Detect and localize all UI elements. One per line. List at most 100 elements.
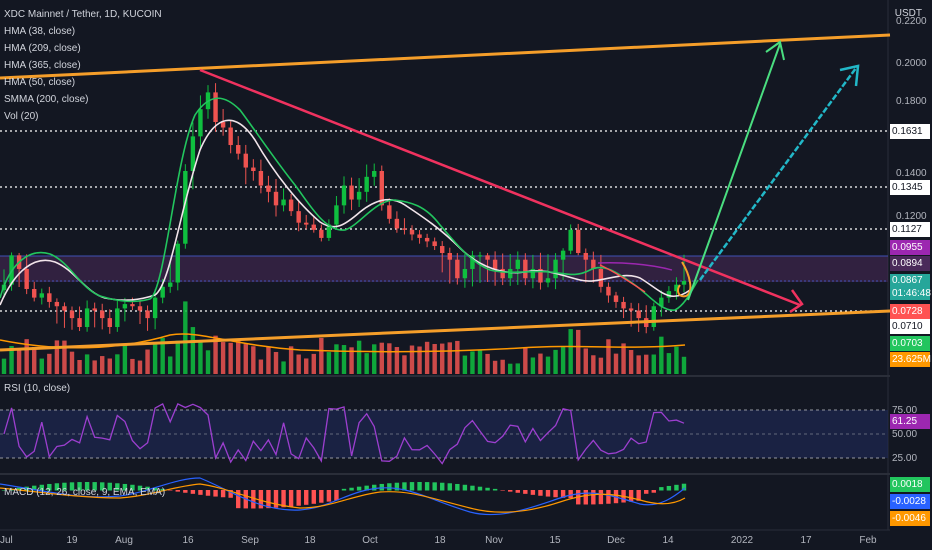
macd-bar <box>145 486 150 491</box>
volume-bar <box>651 354 656 374</box>
currency-label[interactable]: USDT <box>894 8 922 19</box>
macd-bar <box>62 482 67 491</box>
volume-bar <box>296 354 301 374</box>
candle-body <box>183 171 188 244</box>
volume-bar <box>190 327 196 374</box>
candle-body <box>364 176 369 192</box>
volume-bar <box>606 339 611 374</box>
volume-bar <box>334 344 339 374</box>
macd-bar <box>523 490 528 494</box>
indicator-hma-38[interactable]: HMA (38, close) <box>4 26 76 37</box>
volume-bar <box>447 342 452 374</box>
macd-bar <box>681 483 687 491</box>
candle-body <box>681 281 687 285</box>
bar-countdown: 01:46:48 <box>892 288 931 299</box>
volume-bar <box>107 358 112 374</box>
macd-bar <box>508 490 513 492</box>
rsi-level-50: 50.00 <box>892 429 918 440</box>
volume-bar <box>160 338 165 374</box>
macd-title[interactable]: MACD (12, 26, close, 9, EMA, EMA) <box>4 487 166 498</box>
x-tick-label: 16 <box>182 535 194 546</box>
volume-bar <box>137 360 143 374</box>
volume-bar <box>266 347 271 374</box>
teal-arrow-head <box>839 64 860 87</box>
volume-bar <box>9 345 14 374</box>
x-tick-label: 18 <box>304 535 316 546</box>
macd-signal-badge: -0.0046 <box>890 511 930 526</box>
volume-bar <box>319 337 324 374</box>
candle-body <box>100 310 105 319</box>
candle-body <box>130 304 135 307</box>
x-tick-label: 18 <box>434 535 446 546</box>
macd-bar <box>281 490 286 508</box>
volume-bar <box>62 340 67 374</box>
macd-bar <box>440 482 445 491</box>
level-badge-3: 0.1127 <box>890 222 930 237</box>
volume-bar <box>356 340 362 374</box>
macd-bar <box>326 490 332 502</box>
candle-body <box>39 293 44 298</box>
macd-bar <box>470 485 475 491</box>
rsi-level-75: 75.00 <box>892 405 918 416</box>
candle-body <box>628 308 634 311</box>
macd-bar <box>47 483 52 491</box>
indicator-volume[interactable]: Vol (20) <box>4 111 39 122</box>
candle-body <box>334 205 339 225</box>
volume-bar <box>152 342 158 374</box>
volume-bar <box>39 358 44 374</box>
macd-bar <box>628 490 634 502</box>
volume-bar <box>251 346 256 374</box>
lower-trendline <box>0 309 891 352</box>
macd-bar <box>666 485 672 491</box>
macd-bar <box>447 483 452 491</box>
volume-bar <box>47 353 52 374</box>
macd-bar <box>583 490 588 505</box>
candle-body <box>515 259 520 269</box>
x-tick-label: Aug <box>115 535 133 546</box>
indicator-hma-50[interactable]: HMA (50, close) <box>4 77 76 88</box>
x-tick-label: Oct <box>362 535 378 546</box>
candle-body <box>409 229 415 235</box>
candle-body <box>281 199 286 206</box>
candle-body <box>145 310 150 319</box>
macd-bar <box>568 490 573 499</box>
volume-bar <box>583 348 588 374</box>
rsi-title[interactable]: RSI (10, close) <box>4 383 71 394</box>
volume-bar <box>379 342 384 374</box>
volume-bar <box>462 355 468 374</box>
indicator-hma-209[interactable]: HMA (209, close) <box>4 43 81 54</box>
macd-bar <box>32 485 37 491</box>
volume-bar <box>538 353 543 374</box>
candle-body <box>455 259 460 279</box>
volume-bar <box>32 346 37 374</box>
indicator-hma-365[interactable]: HMA (365, close) <box>4 60 81 71</box>
candle-body <box>591 259 596 269</box>
macd-bar <box>492 488 498 491</box>
volume-bar <box>402 355 407 374</box>
candle-body <box>122 304 128 309</box>
volume-bar <box>341 345 347 374</box>
x-tick-label: Nov <box>485 535 503 546</box>
indicator-smma-200[interactable]: SMMA (200, close) <box>4 94 89 105</box>
macd-bar <box>364 485 369 491</box>
volume-bar <box>477 350 483 374</box>
volume-bar <box>24 339 29 374</box>
volume-bar <box>258 359 264 374</box>
x-tick-label: Feb <box>859 535 877 546</box>
macd-hist-badge: 0.0018 <box>890 477 930 492</box>
candle-body <box>568 229 573 251</box>
hma-red-line <box>599 264 646 293</box>
candle-body <box>545 278 551 283</box>
candle-body <box>107 318 112 327</box>
symbol-title[interactable]: XDC Mainnet / Tether, 1D, KUCOIN <box>4 9 162 20</box>
macd-bar <box>273 490 279 508</box>
candle-body <box>47 293 52 302</box>
volume-bar <box>576 329 581 374</box>
volume-bar <box>613 353 619 374</box>
candle-body <box>530 268 536 279</box>
macd-bar <box>500 490 505 491</box>
macd-bar <box>107 482 112 491</box>
candle-body <box>190 136 196 171</box>
volume-bar <box>228 342 233 374</box>
